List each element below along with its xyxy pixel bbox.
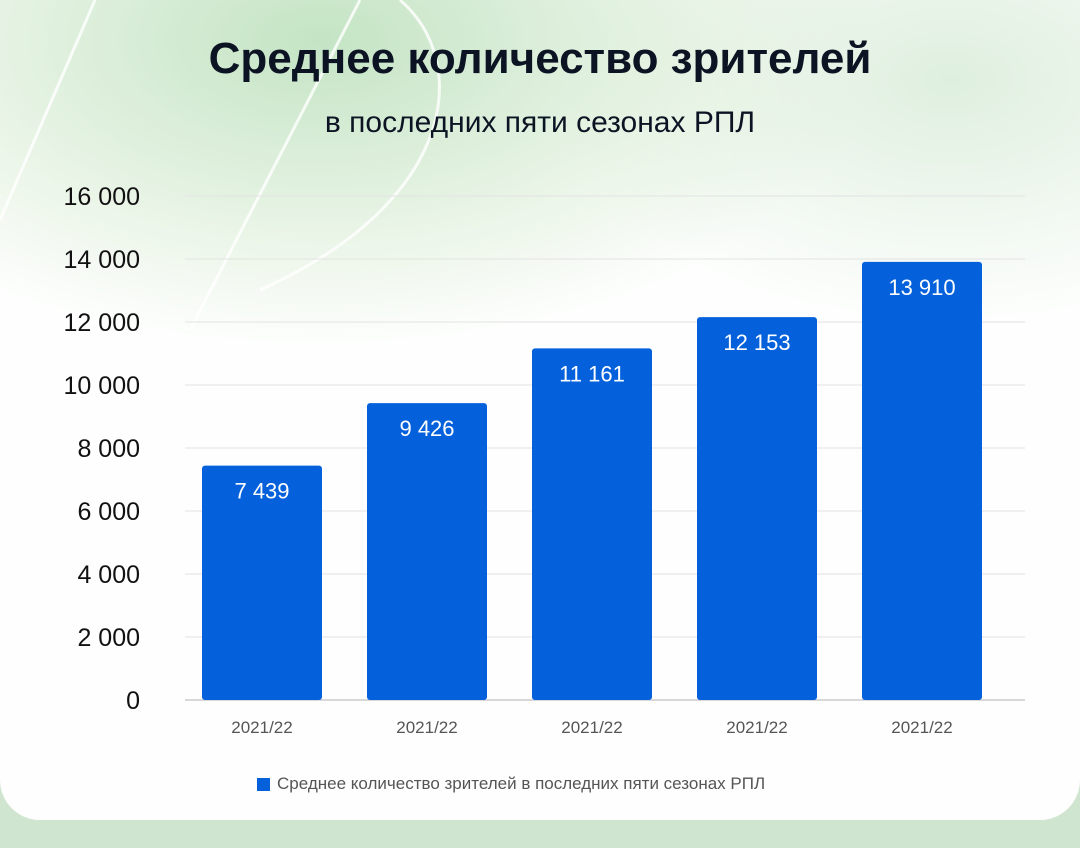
y-tick-label: 12 000	[64, 309, 140, 337]
y-tick-label: 4 000	[77, 561, 140, 589]
y-tick-label: 8 000	[77, 435, 140, 463]
y-tick-label: 10 000	[64, 372, 140, 400]
bar-chart: 0 2 000 4 000 6 000 8 000 10 000 12 000 14 000 1…	[64, 183, 1025, 737]
x-tick-label: 2021/22	[726, 718, 787, 737]
bar	[862, 261, 982, 700]
data-label: 7 439	[234, 479, 289, 504]
y-tick-label: 0	[126, 687, 140, 715]
y-tick-label: 16 000	[64, 183, 140, 211]
bar	[202, 465, 322, 700]
x-tick-label: 2021/22	[891, 718, 952, 737]
bar	[532, 348, 652, 700]
data-label: 9 426	[399, 416, 454, 441]
x-tick-label: 2021/22	[231, 718, 292, 737]
chart-card: Среднее количество зрителей в последних …	[0, 0, 1080, 820]
chart-title: Среднее количество зрителей	[208, 34, 872, 83]
decorative-lines	[0, 0, 1080, 820]
x-tick-label: 2021/22	[396, 718, 457, 737]
legend-label: Среднее количество зрителей в последних …	[277, 774, 766, 793]
chart-subtitle: в последних пяти сезонах РПЛ	[324, 106, 756, 139]
legend: Среднее количество зрителей в последних …	[257, 774, 765, 794]
y-tick-label: 2 000	[77, 624, 140, 652]
data-label: 13 910	[888, 275, 955, 300]
y-tick-label: 6 000	[77, 498, 140, 526]
legend-swatch	[257, 777, 270, 791]
x-tick-label: 2021/22	[561, 718, 622, 737]
bar	[697, 317, 817, 700]
data-label: 12 153	[723, 330, 790, 355]
bar	[367, 403, 487, 700]
data-label: 11 161	[559, 361, 625, 386]
y-tick-label: 14 000	[64, 246, 140, 274]
